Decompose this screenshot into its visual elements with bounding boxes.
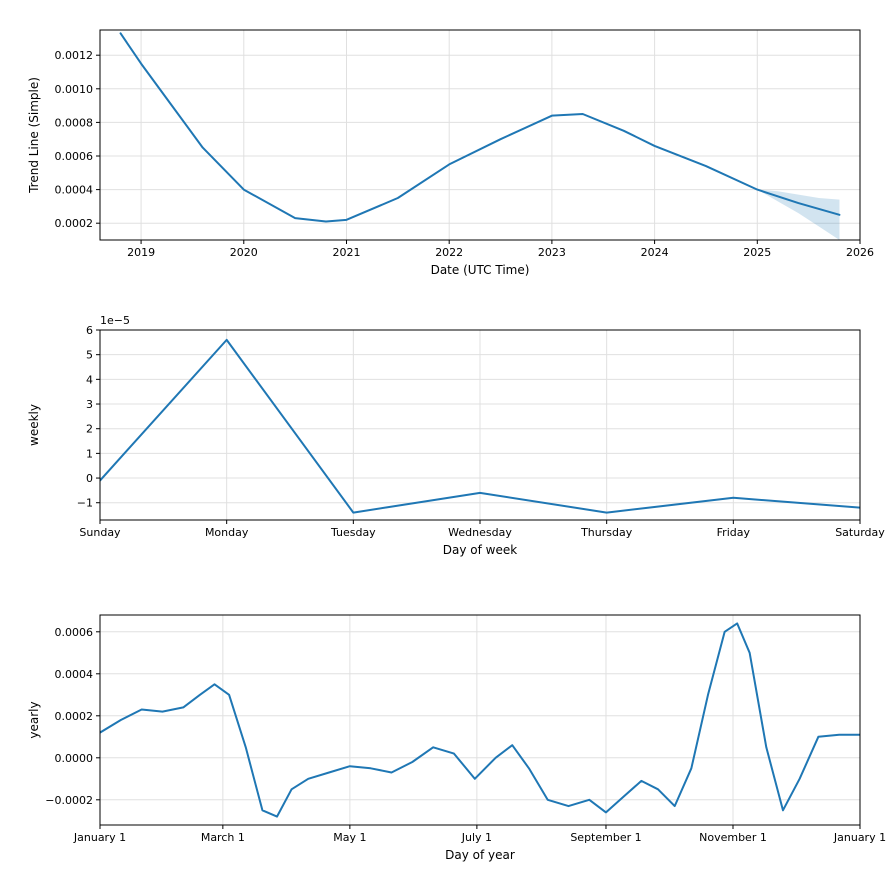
- x-axis-label: Date (UTC Time): [431, 263, 530, 277]
- ytick-label: 0: [86, 472, 93, 485]
- ytick-label: 0.0008: [55, 116, 94, 129]
- xtick-label: Tuesday: [330, 526, 376, 539]
- uncertainty-band: [757, 190, 839, 240]
- axes-frame: [100, 30, 860, 240]
- panel-yearly: January 1 March 1 May 1 July 1 September 1 No…: [27, 615, 886, 862]
- xtick-label: March 1: [201, 831, 245, 844]
- ytick-label: 4: [86, 373, 93, 386]
- y-axis-label: Trend Line (Simple): [27, 77, 41, 194]
- panel-trend: 2019 2020 2021 2022 2023 2024 2025 2026 0.0002 0.…: [27, 30, 874, 277]
- xtick-label: Monday: [205, 526, 249, 539]
- xtick-label: Thursday: [580, 526, 633, 539]
- xtick-label: 2023: [538, 246, 566, 259]
- y-axis-label: yearly: [27, 701, 41, 738]
- ytick-label: 0.0012: [55, 49, 94, 62]
- xtick-label: Sunday: [79, 526, 121, 539]
- ytick-label: −1: [77, 497, 93, 510]
- ytick-label: 0.0004: [55, 668, 94, 681]
- ytick-label: −0.0002: [45, 794, 93, 807]
- ytick-label: 3: [86, 398, 93, 411]
- ytick-label: 2: [86, 423, 93, 436]
- xtick-label: January 1: [833, 831, 886, 844]
- panel-weekly: Sunday Monday Tuesday Wednesday Thursday Frid…: [27, 314, 885, 557]
- y-axis-label: weekly: [27, 404, 41, 446]
- xtick-label: May 1: [333, 831, 366, 844]
- xtick-label: Friday: [717, 526, 751, 539]
- xtick-label: September 1: [570, 831, 641, 844]
- chart-svg: 2019 2020 2021 2022 2023 2024 2025 2026 0.0002 0.…: [0, 0, 889, 889]
- xtick-label: 2019: [127, 246, 155, 259]
- ytick-label: 1: [86, 447, 93, 460]
- exponent-label: 1e−5: [100, 314, 130, 327]
- x-axis-label: Day of year: [445, 848, 515, 862]
- xtick-label: 2025: [743, 246, 771, 259]
- chart-container: 2019 2020 2021 2022 2023 2024 2025 2026 0.0002 0.…: [0, 0, 889, 889]
- series-line: [121, 33, 840, 221]
- ytick-label: 0.0006: [55, 626, 94, 639]
- x-axis-label: Day of week: [443, 543, 517, 557]
- ytick-label: 0.0004: [55, 184, 94, 197]
- xtick-label: November 1: [699, 831, 767, 844]
- xtick-label: July 1: [461, 831, 492, 844]
- xtick-label: 2021: [332, 246, 360, 259]
- ytick-label: 0.0000: [55, 752, 94, 765]
- ytick-label: 0.0002: [55, 710, 94, 723]
- ytick-label: 0.0010: [55, 83, 94, 96]
- xtick-label: January 1: [73, 831, 126, 844]
- ytick-label: 5: [86, 349, 93, 362]
- ytick-label: 0.0002: [55, 217, 94, 230]
- xtick-label: 2024: [641, 246, 669, 259]
- xtick-label: Saturday: [835, 526, 885, 539]
- ytick-label: 6: [86, 324, 93, 337]
- xtick-label: 2026: [846, 246, 874, 259]
- xtick-label: Wednesday: [448, 526, 512, 539]
- ytick-label: 0.0006: [55, 150, 94, 163]
- xtick-label: 2022: [435, 246, 463, 259]
- xtick-label: 2020: [230, 246, 258, 259]
- series-line: [100, 623, 860, 816]
